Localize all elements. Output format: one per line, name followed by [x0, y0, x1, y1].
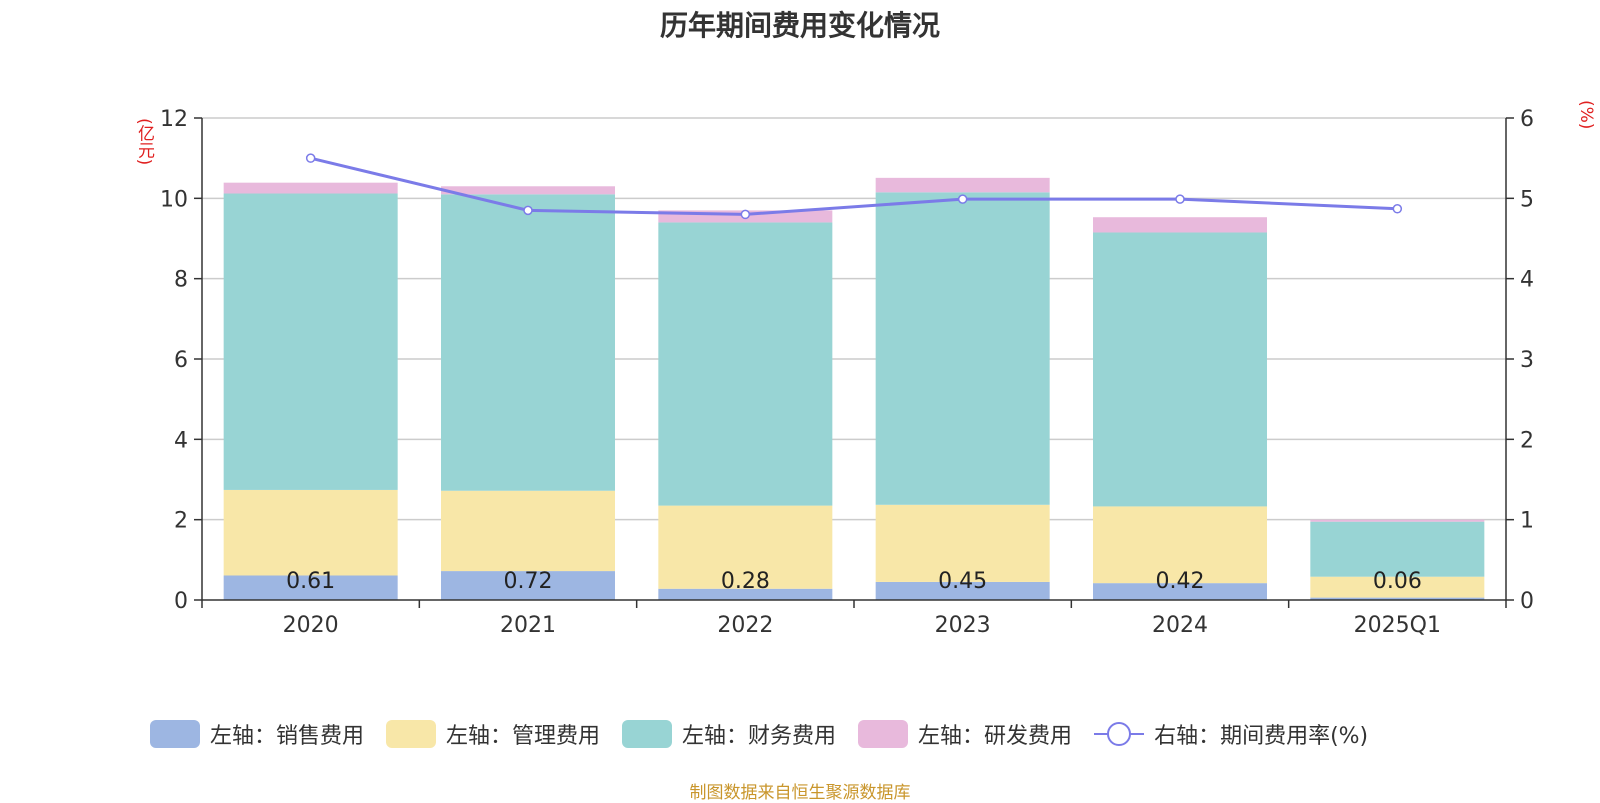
expense-rate-point: [740, 209, 751, 220]
legend-swatch-sales: [150, 720, 200, 748]
legend-item-rnd[interactable]: 左轴：研发费用: [858, 718, 1072, 750]
x-axis-tick-label: 2021: [500, 613, 556, 638]
bar-data-label: 0.61: [286, 569, 335, 594]
right-axis-tick-label: 3: [1520, 348, 1534, 373]
expense-rate-point: [1392, 204, 1403, 214]
legend: 左轴：销售费用 左轴：管理费用 左轴：财务费用 左轴：研发费用 右轴：期间费用率…: [150, 718, 1390, 750]
bar-data-label: 0.28: [721, 569, 770, 594]
expense-rate-point: [957, 194, 968, 204]
x-axis-tick-label: 2023: [935, 613, 991, 638]
bar-segment-rnd: [1093, 217, 1267, 233]
bar-segment-admin: [1093, 506, 1267, 584]
bar-segment-rnd: [223, 182, 398, 194]
expense-rate-point: [523, 205, 533, 216]
bar-segment-sales: [1093, 583, 1267, 600]
right-axis-tick-label: 4: [1520, 268, 1534, 293]
x-axis-tick-label: 2022: [717, 613, 773, 638]
bar-segment-rnd: [1310, 519, 1485, 522]
bar-segment-finance: [223, 193, 398, 490]
bar-segment-rnd: [441, 186, 615, 195]
chart-title: 历年期间费用变化情况: [659, 9, 940, 42]
left-axis-tick-label: 2: [174, 509, 188, 534]
legend-label-rnd: 左轴：研发费用: [918, 724, 1073, 749]
bar-segment-finance: [1310, 521, 1485, 577]
data-source-footer: 制图数据来自恒生聚源数据库: [689, 783, 911, 803]
bar-segment-rnd: [875, 177, 1050, 193]
bar-segment-admin: [1310, 576, 1485, 598]
legend-item-expense-rate[interactable]: 右轴：期间费用率(%): [1094, 718, 1368, 750]
legend-swatch-rnd: [858, 720, 909, 748]
bar-segment-finance: [441, 194, 615, 491]
expense-rate-point: [1175, 194, 1185, 204]
left-axis-tick-label: 10: [160, 187, 188, 212]
left-axis-tick-label: 12: [160, 107, 188, 132]
bar-segment-finance: [875, 192, 1050, 505]
legend-item-finance[interactable]: 左轴：财务费用: [622, 718, 836, 750]
legend-label-admin: 左轴：管理费用: [446, 724, 601, 749]
right-axis-tick-label: 6: [1520, 107, 1534, 132]
bar-segment-sales: [223, 575, 398, 600]
right-axis-unit: (%): [1576, 100, 1596, 130]
legend-item-admin[interactable]: 左轴：管理费用: [386, 718, 600, 750]
bar-segment-admin: [658, 505, 833, 589]
legend-swatch-expense-rate: [1094, 720, 1145, 748]
bar-segment-sales: [658, 588, 833, 600]
expense-rate-line: [310, 156, 1398, 216]
bar-segment-admin: [441, 490, 615, 572]
bar-segment-admin: [223, 489, 398, 576]
bar-data-label: 0.06: [1373, 569, 1422, 594]
bar-data-label: 0.42: [1156, 569, 1205, 594]
x-axis-tick-label: 2024: [1152, 613, 1208, 638]
bar-segment-admin: [875, 504, 1050, 582]
legend-label-sales: 左轴：销售费用: [210, 724, 365, 749]
legend-swatch-admin: [386, 720, 437, 748]
expense-rate-point: [305, 153, 316, 163]
x-axis-tick-label: 2020: [283, 613, 339, 638]
bar-data-label: 0.72: [504, 569, 553, 594]
legend-label-finance: 左轴：财务费用: [682, 724, 837, 749]
bar-segment-sales: [441, 571, 615, 600]
bar-segment-sales: [1310, 597, 1485, 600]
bar-segment-sales: [875, 581, 1050, 600]
right-axis-tick-label: 1: [1520, 509, 1534, 534]
left-axis-unit: (亿元): [134, 118, 154, 166]
right-axis-tick-label: 0: [1520, 589, 1534, 614]
bar-segment-finance: [1093, 232, 1267, 507]
left-axis-tick-label: 0: [174, 589, 188, 614]
right-axis-tick-label: 5: [1520, 187, 1534, 212]
left-axis-tick-label: 4: [174, 428, 188, 453]
legend-label-expense-rate: 右轴：期间费用率(%): [1154, 724, 1369, 749]
legend-item-sales[interactable]: 左轴：销售费用: [150, 718, 364, 750]
bar-data-label: 0.45: [938, 569, 987, 594]
x-axis-tick-label: 2025Q1: [1354, 613, 1441, 638]
legend-swatch-finance: [622, 720, 673, 748]
left-axis-tick-label: 8: [174, 268, 188, 293]
bar-segment-finance: [658, 222, 833, 506]
left-axis-tick-label: 6: [174, 348, 188, 373]
right-axis-tick-label: 2: [1520, 428, 1534, 453]
